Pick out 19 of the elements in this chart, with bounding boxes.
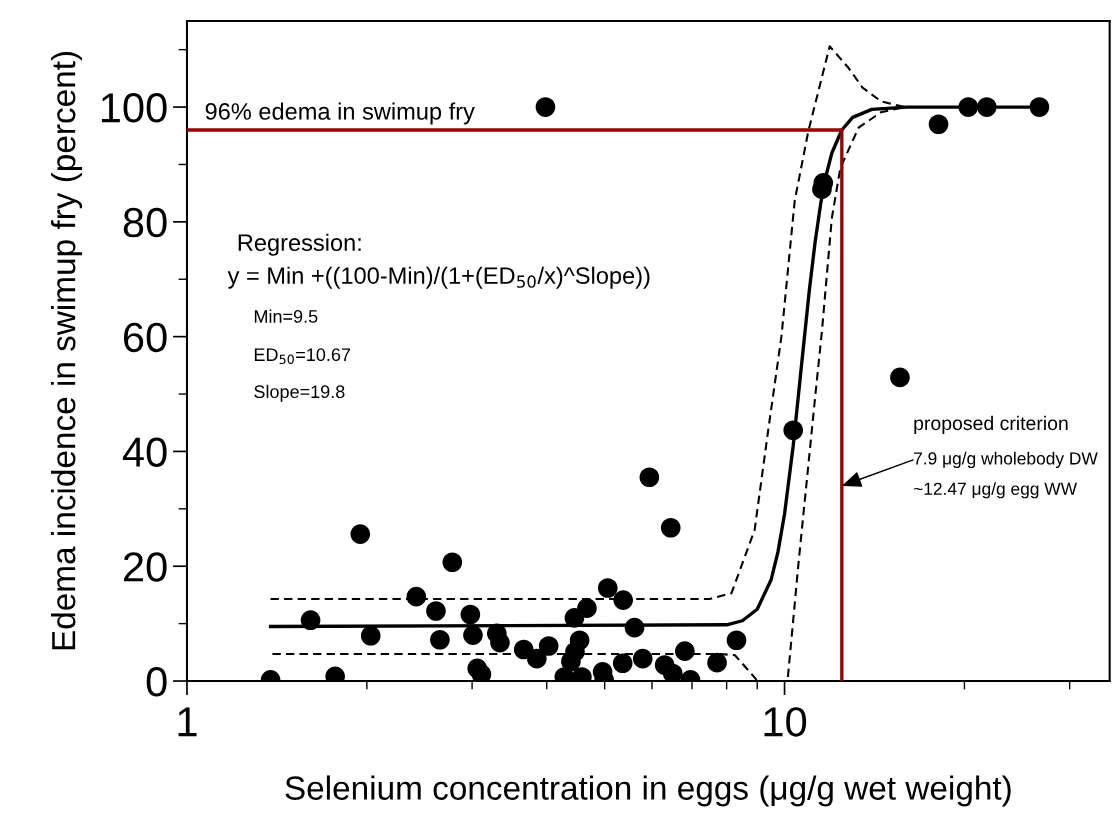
y-tick-label: 100 [101,93,167,123]
y-tick-label: 60 [124,322,167,353]
annotation: ED$_{50}$=10.67 [254,348,351,365]
annotation: ~12.47 μg/g egg WW [913,482,1077,499]
x-tick-label: 1 [178,707,197,737]
y-tick-label: 80 [123,207,167,238]
annotation: proposed criterion [914,415,1068,434]
y-tick-label: 20 [123,552,167,582]
y-axis-title: Edema incidence in swimup fry (percent) [50,51,83,650]
y-tick-label: 40 [122,437,167,467]
annotation: Regression: [238,233,361,256]
annotation: 7.9 μg/g wholebody DW [914,451,1098,468]
y-tick-label: 0 [146,667,167,697]
x-tick-label: 10 [764,707,807,737]
x-axis-title: Selenium concentration in eggs (μg/g wet weight) [285,775,1011,807]
annotation: Min=9.5 [254,309,318,323]
annotation: y = Min +((100-Min)/(1+(ED$_{50}$/x)^Slope)) [227,266,650,289]
annotation: Slope=19.8 [254,384,345,402]
annotation: 96% edema in swimup fry [205,102,475,125]
